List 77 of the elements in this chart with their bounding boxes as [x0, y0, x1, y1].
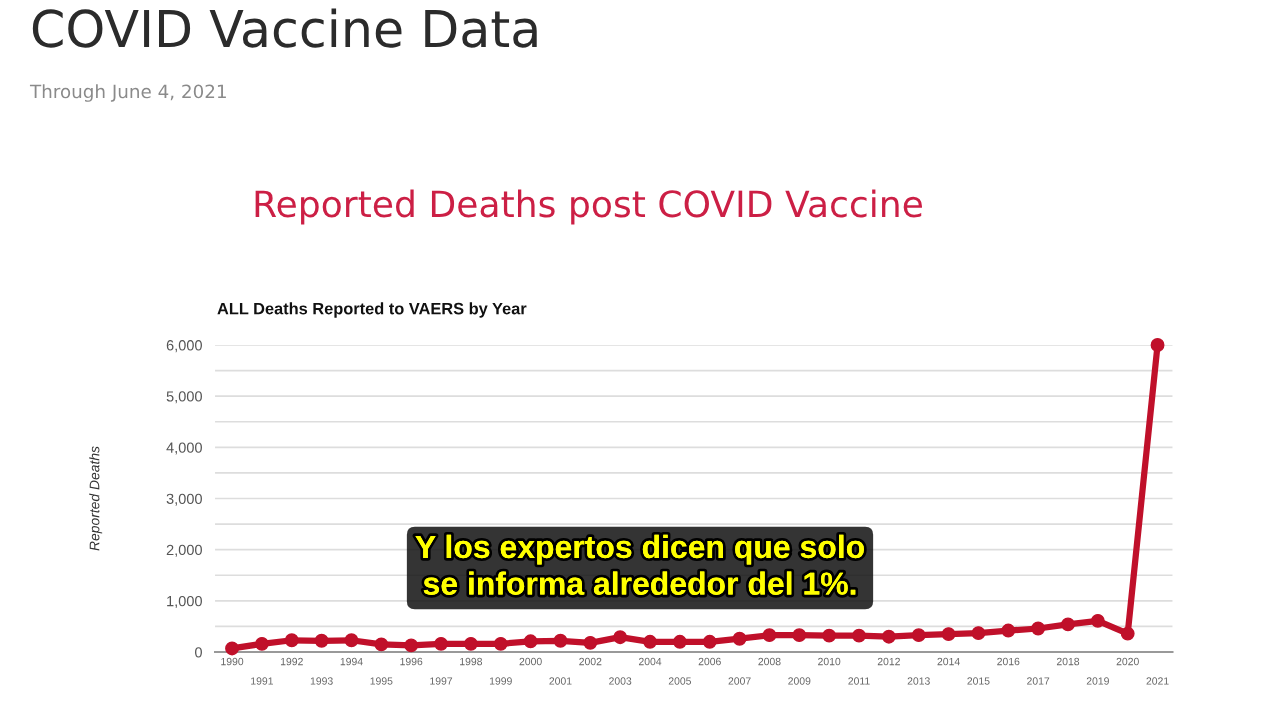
point [911, 628, 926, 643]
x-tick-label: 1991 [251, 677, 273, 685]
point [643, 634, 657, 649]
point [314, 633, 329, 648]
point [434, 636, 448, 651]
x-tick-label: 1997 [430, 677, 453, 685]
point [672, 634, 687, 649]
point [284, 633, 299, 648]
x-tick-label: 1999 [489, 677, 512, 685]
annotation: Y los expertos dicen que solo se informa alrededor del 1%. [415, 534, 864, 595]
x-tick-label: 2018 [1056, 657, 1080, 666]
x-tick-label: 2012 [877, 657, 900, 666]
y-tick-label: 3,000 [166, 493, 202, 506]
point [613, 630, 628, 645]
chart-title: COVID Vaccine Data [32, 8, 537, 48]
y-axis-title: Reported Deaths [89, 446, 103, 551]
x-tick-label: 1990 [221, 657, 244, 666]
point [583, 635, 598, 650]
point [702, 634, 717, 649]
point [822, 628, 837, 643]
point [792, 628, 807, 643]
x-tick-label: 2008 [758, 657, 781, 666]
y-tick-label: 6,000 [166, 340, 202, 353]
x-tick-label: 2015 [967, 677, 990, 685]
y-tick-label: 1,000 [167, 595, 202, 609]
x-tick-label: 2010 [818, 657, 841, 666]
point [1090, 613, 1105, 628]
point [1120, 626, 1135, 641]
point [732, 631, 747, 646]
y-tick-label: 4,000 [166, 442, 202, 455]
point [881, 629, 896, 644]
x-tick-label: 1996 [400, 657, 423, 666]
point [1150, 338, 1165, 352]
x-tick-label: 2021 [1146, 677, 1169, 685]
x-tick-label: 2014 [937, 657, 960, 666]
x-tick-label: 2016 [997, 657, 1020, 666]
text: ALL Deaths Reported to VAERS by Year [217, 302, 527, 318]
text: Reported Deaths post COVID Vaccine [255, 189, 922, 225]
point [1061, 617, 1075, 632]
x-tick-label: 2007 [728, 677, 751, 685]
point [374, 637, 389, 652]
point [971, 626, 986, 641]
x-tick-label: 1995 [370, 677, 393, 685]
x-tick-label: 2017 [1027, 677, 1050, 685]
x-tick-label: 1992 [280, 657, 303, 666]
x-tick-label: 1998 [460, 657, 483, 666]
point [344, 633, 359, 648]
x-tick-label: 2019 [1086, 677, 1109, 685]
x-tick-label: 2000 [519, 657, 542, 666]
chart-subtitle: Through June 4, 2021 [29, 84, 226, 102]
x-tick-label: 2001 [549, 677, 572, 685]
point [553, 633, 568, 648]
x-tick-label: 1993 [310, 677, 333, 685]
x-tick-label: 2005 [668, 677, 692, 685]
point [1031, 621, 1046, 636]
point [941, 627, 956, 642]
point [225, 641, 240, 656]
point [1001, 623, 1016, 638]
y-tick-label: 0 [195, 647, 202, 658]
x-tick-label: 2020 [1116, 657, 1139, 666]
x-tick-label: 2009 [788, 677, 811, 685]
x-tick-label: 2013 [907, 677, 930, 685]
point [762, 628, 777, 643]
x-tick-label: 2006 [698, 657, 721, 666]
x-tick-label: 2004 [638, 657, 662, 666]
x-tick-label: 2011 [848, 677, 870, 685]
point [523, 634, 538, 649]
point [404, 638, 419, 653]
point [852, 628, 866, 643]
x-tick-label: 1994 [340, 657, 363, 666]
point [463, 636, 478, 651]
y-tick-label: 2,000 [166, 544, 202, 557]
x-tick-label: 2003 [609, 677, 632, 685]
point [254, 636, 269, 651]
x-tick-label: 2002 [579, 657, 602, 666]
point [493, 636, 508, 651]
y-tick-label: 5,000 [166, 391, 202, 404]
